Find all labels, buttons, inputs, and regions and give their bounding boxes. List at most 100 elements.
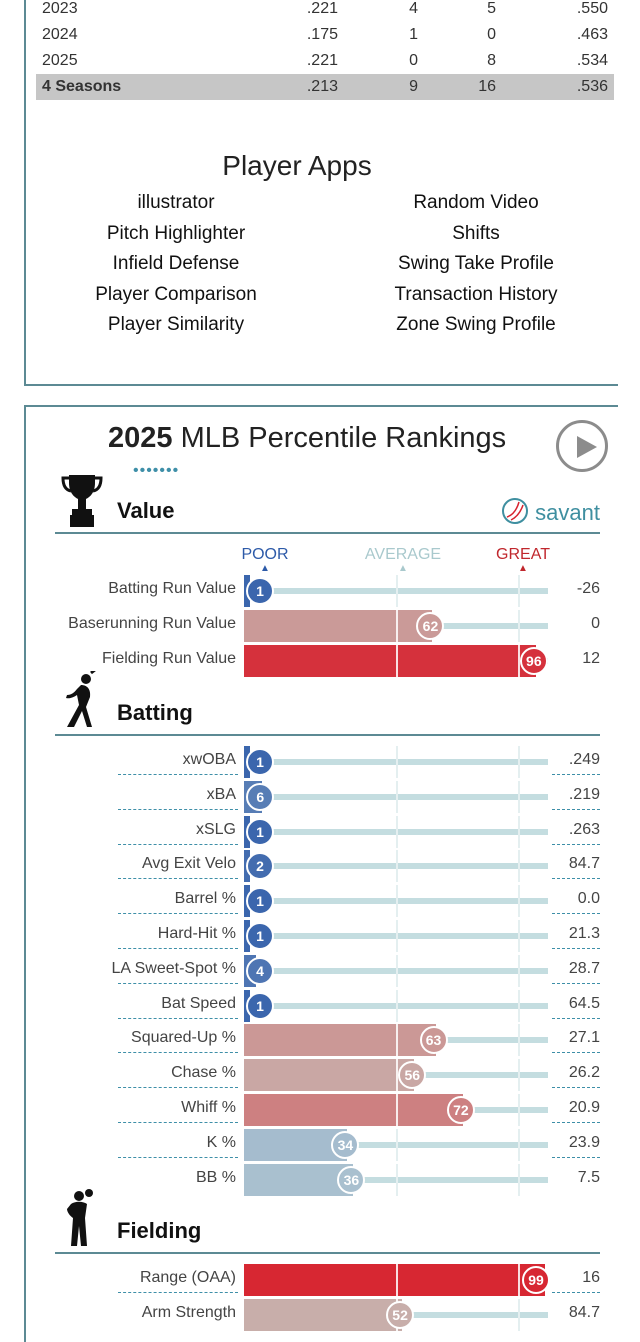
metric-value: 0.0 <box>577 890 600 908</box>
scale-tick <box>517 954 520 987</box>
app-link-infield-defense[interactable]: Infield Defense <box>112 253 240 274</box>
metric-row[interactable]: Chase % 56 26.2 <box>0 1057 640 1092</box>
metric-label: xBA <box>206 785 236 803</box>
metric-value: 0 <box>591 614 600 632</box>
app-link-zone-swing-profile[interactable]: Zone Swing Profile <box>396 314 556 335</box>
metric-row[interactable]: Hard-Hit % 1 21.3 <box>0 918 640 953</box>
metric-row[interactable]: K % 34 23.9 <box>0 1127 640 1162</box>
scale-tick <box>517 1128 520 1161</box>
percentile-badge: 96 <box>519 646 548 675</box>
metric-row[interactable]: Squared-Up % 63 27.1 <box>0 1022 640 1057</box>
scale-tick <box>517 1024 520 1057</box>
stat-cell-c2: 9 <box>409 78 418 95</box>
percentile-badge: 34 <box>331 1130 360 1159</box>
metric-row[interactable]: Avg Exit Velo 2 84.7 <box>0 848 640 883</box>
metric-label: Bat Speed <box>161 994 236 1012</box>
row-divider <box>118 1087 238 1089</box>
row-divider <box>118 913 238 915</box>
stat-cell-year: 2025 <box>42 52 78 69</box>
app-link-player-similarity[interactable]: Player Similarity <box>107 314 245 335</box>
stats-row: 2025 .221 0 8 .534 <box>36 48 614 74</box>
section-title: Batting <box>117 700 193 725</box>
scale-tick <box>517 1059 520 1092</box>
metric-row[interactable]: Whiff % 72 20.9 <box>0 1092 640 1127</box>
metric-value: 20.9 <box>568 1099 600 1116</box>
metric-row[interactable]: xSLG 1 .263 <box>0 814 640 849</box>
metric-row[interactable]: Bat Speed 1 64.5 <box>0 988 640 1023</box>
triangle-up-icon: ▲ <box>518 563 528 574</box>
stat-cell-c4: .463 <box>576 26 608 43</box>
metric-value: 21.3 <box>568 925 600 942</box>
percentile-badge: 4 <box>246 956 274 985</box>
metric-value: -26 <box>576 580 600 597</box>
row-divider <box>118 1052 238 1054</box>
app-link-illustrator[interactable]: illustrator <box>137 192 215 213</box>
title-dots: ••••••• <box>133 462 180 479</box>
triangle-up-icon: ▲ <box>260 563 270 574</box>
row-divider <box>552 808 600 810</box>
metric-row[interactable]: Batting Run Value 1 -26 <box>0 573 640 608</box>
row-divider <box>552 948 600 949</box>
scale-great-label: GREAT <box>496 546 550 563</box>
stat-cell-c2: 0 <box>409 52 418 69</box>
app-link-player-comparison[interactable]: Player Comparison <box>95 283 257 305</box>
row-divider <box>552 1087 600 1089</box>
scale-tick <box>517 609 520 642</box>
metric-row[interactable]: Arm Strength 52 84.7 <box>0 1297 640 1332</box>
scale-tick <box>396 1094 398 1126</box>
career-stats-card <box>24 0 618 386</box>
stats-total-row: 4 Seasons .213 9 16 .536 <box>36 74 614 100</box>
percentile-badge: 62 <box>416 611 445 640</box>
row-divider <box>552 843 600 845</box>
app-link-shifts[interactable]: Shifts <box>452 222 500 244</box>
savant-label: savant <box>535 500 600 525</box>
percentile-badge: 63 <box>419 1026 448 1055</box>
metric-label: Range (OAA) <box>139 1269 236 1286</box>
scale-tick <box>517 850 520 883</box>
scale-tick <box>396 850 398 883</box>
metric-value: 28.7 <box>568 959 600 977</box>
metric-value: 84.7 <box>568 1303 600 1321</box>
metric-row[interactable]: BB % 36 7.5 <box>0 1162 640 1197</box>
metric-label: Batting Run Value <box>108 580 236 597</box>
title-text: MLB Percentile Rankings <box>172 422 507 454</box>
stat-cell-avg: .213 <box>306 78 338 95</box>
row-divider <box>118 843 238 845</box>
scale-tick <box>396 1128 398 1161</box>
metric-value: 64.5 <box>568 994 600 1012</box>
metric-row[interactable]: Range (OAA) 99 16 <box>0 1262 640 1297</box>
metric-label: Barrel % <box>174 890 236 908</box>
app-link-random-video[interactable]: Random Video <box>413 192 539 213</box>
row-divider <box>552 1122 600 1123</box>
app-link-pitch-highlighter[interactable]: Pitch Highlighter <box>106 222 246 244</box>
percentile-bar <box>244 644 536 677</box>
row-divider <box>118 774 238 775</box>
metric-label: K % <box>206 1133 236 1151</box>
metric-label: xwOBA <box>182 751 236 768</box>
percentile-bar <box>244 1094 463 1126</box>
row-divider <box>552 1156 600 1158</box>
row-divider <box>552 1017 600 1019</box>
savant-logo[interactable]: savant <box>501 497 600 526</box>
stat-cell-year: 4 Seasons <box>42 78 122 95</box>
metric-row[interactable]: LA Sweet-Spot % 4 28.7 <box>0 953 640 988</box>
percentile-badge: 1 <box>246 887 274 916</box>
scale-tick <box>517 575 520 607</box>
percentile-badge: 1 <box>246 922 274 950</box>
play-video-button[interactable] <box>556 420 608 472</box>
metric-row[interactable]: Baserunning Run Value 62 0 <box>0 608 640 643</box>
metric-row[interactable]: Fielding Run Value 96 12 <box>0 643 640 678</box>
metric-row[interactable]: xwOBA 1 .249 <box>0 744 640 779</box>
row-divider <box>552 1292 600 1293</box>
scale-tick <box>396 609 398 642</box>
app-link-transaction-history[interactable]: Transaction History <box>394 283 558 305</box>
percentile-bar <box>244 1163 354 1196</box>
metric-row[interactable]: Barrel % 1 0.0 <box>0 883 640 918</box>
batter-icon <box>61 663 103 734</box>
metric-row[interactable]: xBA 6 .219 <box>0 779 640 814</box>
app-link-swing-take-profile[interactable]: Swing Take Profile <box>398 253 554 274</box>
stat-cell-avg: .175 <box>306 26 338 43</box>
baseball-icon <box>502 498 529 524</box>
percentile-rankings-title: 2025 MLB Percentile Rankings <box>108 422 506 455</box>
row-divider <box>552 1052 600 1054</box>
